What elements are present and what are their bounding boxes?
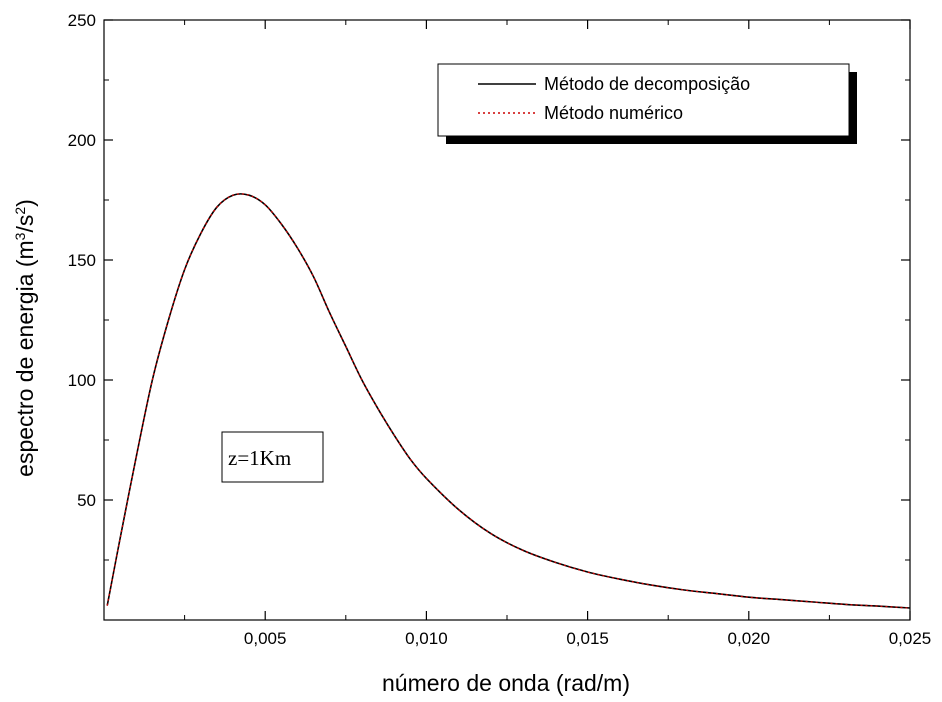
y-axis-title-end: ) <box>12 199 38 207</box>
y-tick-label: 200 <box>68 131 96 150</box>
legend: Método de decomposição Método numérico <box>437 63 857 144</box>
annotation-box <box>221 431 324 483</box>
y-tick-label: 250 <box>68 11 96 30</box>
y-tick-label: 50 <box>77 491 96 510</box>
annotation-label: z=1Km <box>228 446 291 470</box>
series-line-0 <box>106 193 911 609</box>
y-tick-label: 150 <box>68 251 96 270</box>
series-line-1 <box>106 193 911 609</box>
plot-area <box>106 193 911 609</box>
y-axis-title-sup1: 3 <box>12 232 28 240</box>
legend-box <box>437 63 850 137</box>
annotation: z=1Km <box>221 431 324 483</box>
axes: 0,005 0,010 0,015 0,020 0,025 50 100 150 200 250 <box>68 11 932 648</box>
y-axis-title-sup2: 2 <box>12 207 28 215</box>
legend-label-numerico: Método numérico <box>544 103 683 123</box>
y-axis-title: espectro de energia (m3/s2) <box>12 199 38 477</box>
x-tick-label: 0,010 <box>405 629 448 648</box>
x-axis-title: número de onda (rad/m) <box>382 670 630 696</box>
y-tick-label: 100 <box>68 371 96 390</box>
legend-label-decomposicao: Método de decomposição <box>544 74 750 94</box>
x-tick-label: 0,005 <box>244 629 287 648</box>
y-axis-title-main: espectro de energia (m <box>12 240 38 477</box>
x-tick-label: 0,020 <box>728 629 771 648</box>
x-tick-label: 0,025 <box>889 629 932 648</box>
y-axis-title-mid: /s <box>12 215 38 233</box>
x-tick-label: 0,015 <box>566 629 609 648</box>
